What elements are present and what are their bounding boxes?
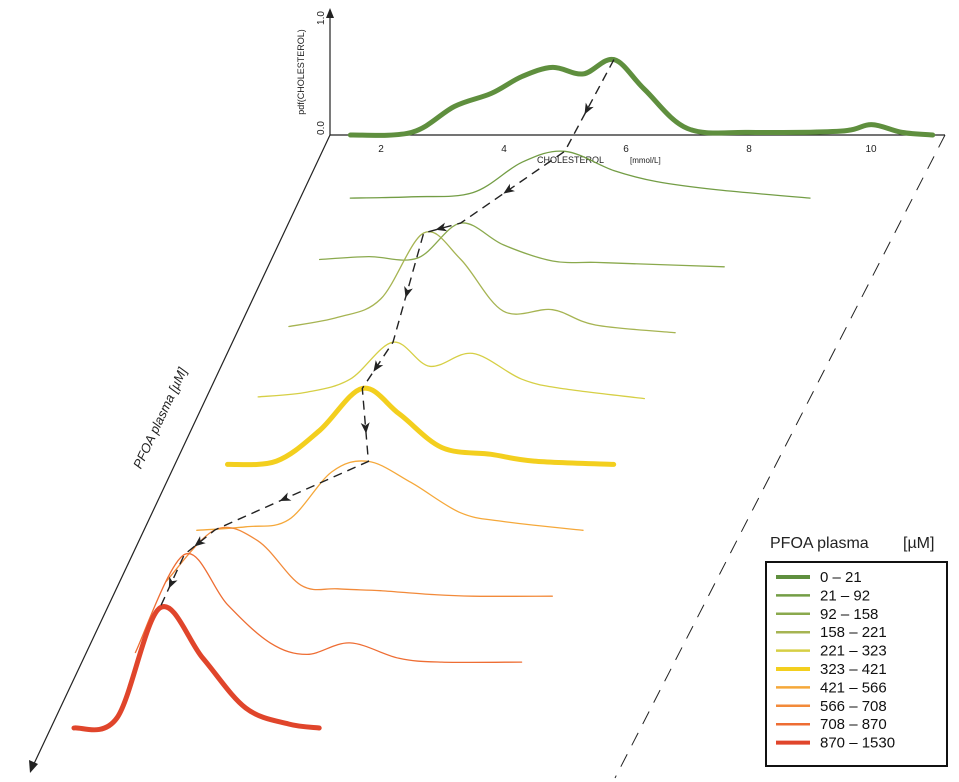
trend-arrowhead <box>279 492 292 502</box>
y-tick-label-1: 1.0 <box>316 11 327 25</box>
legend-label: 870 – 1530 <box>820 735 895 752</box>
trend-arrowhead <box>435 222 448 232</box>
trend-arrowhead <box>194 536 206 547</box>
x-tick-labels: 2 4 6 8 10 <box>378 144 877 155</box>
x-tick-label-8: 8 <box>746 144 752 155</box>
legend-label: 158 – 221 <box>820 624 887 641</box>
legend-label: 92 – 158 <box>820 606 878 623</box>
density-curve-1 <box>347 56 936 138</box>
trend-arrowhead <box>168 576 178 589</box>
far-edge-dashed-line <box>614 134 946 779</box>
series-layer <box>71 56 936 733</box>
legend-label: 221 – 323 <box>820 643 887 660</box>
x-tick-label-10: 10 <box>865 144 877 155</box>
x-tick-label-6: 6 <box>623 144 629 155</box>
legend-label: 708 – 870 <box>820 716 887 733</box>
density-curve-6 <box>225 385 617 468</box>
legend-label: 21 – 92 <box>820 587 870 604</box>
legend-title: PFOA plasma <box>770 535 869 552</box>
x-tick-label-2: 2 <box>378 144 384 155</box>
y-axis-arrowhead <box>326 8 334 18</box>
trend-polyline <box>159 59 615 609</box>
trend-arrowhead <box>503 183 515 194</box>
legend-label: 0 – 21 <box>820 569 862 586</box>
density-curve-8 <box>165 526 553 597</box>
density-curve-7 <box>196 460 584 531</box>
y-tick-label-0: 0.0 <box>316 121 327 135</box>
density-curve-3 <box>318 222 725 268</box>
trend-arrowhead <box>584 102 594 115</box>
density-curve-2 <box>349 150 811 199</box>
x-axis-unit: [mmol/L] <box>630 156 661 165</box>
trend-arrowhead <box>360 422 370 434</box>
density-curve-5 <box>257 341 646 400</box>
trend-line <box>159 59 615 609</box>
legend-label: 421 – 566 <box>820 679 887 696</box>
trend-arrowhead <box>404 286 413 298</box>
x-axis-label: CHOLESTEROL <box>537 155 604 165</box>
density-curve-10 <box>71 604 322 733</box>
legend-label: 323 – 421 <box>820 661 887 678</box>
legend-unit: [µM] <box>903 535 934 552</box>
x-tick-label-4: 4 <box>501 144 507 155</box>
depth-axis <box>31 134 331 769</box>
y-axis-label: pdf(CHOLESTEROL) <box>296 29 306 115</box>
density-curve-4 <box>288 231 676 334</box>
legend-label: 566 – 708 <box>820 698 887 715</box>
depth-axis-arrowhead <box>29 760 38 773</box>
density-curve-9 <box>134 552 523 664</box>
depth-axis-label: PFOA plasma [µM] <box>130 365 190 471</box>
trend-arrowhead <box>373 360 384 372</box>
